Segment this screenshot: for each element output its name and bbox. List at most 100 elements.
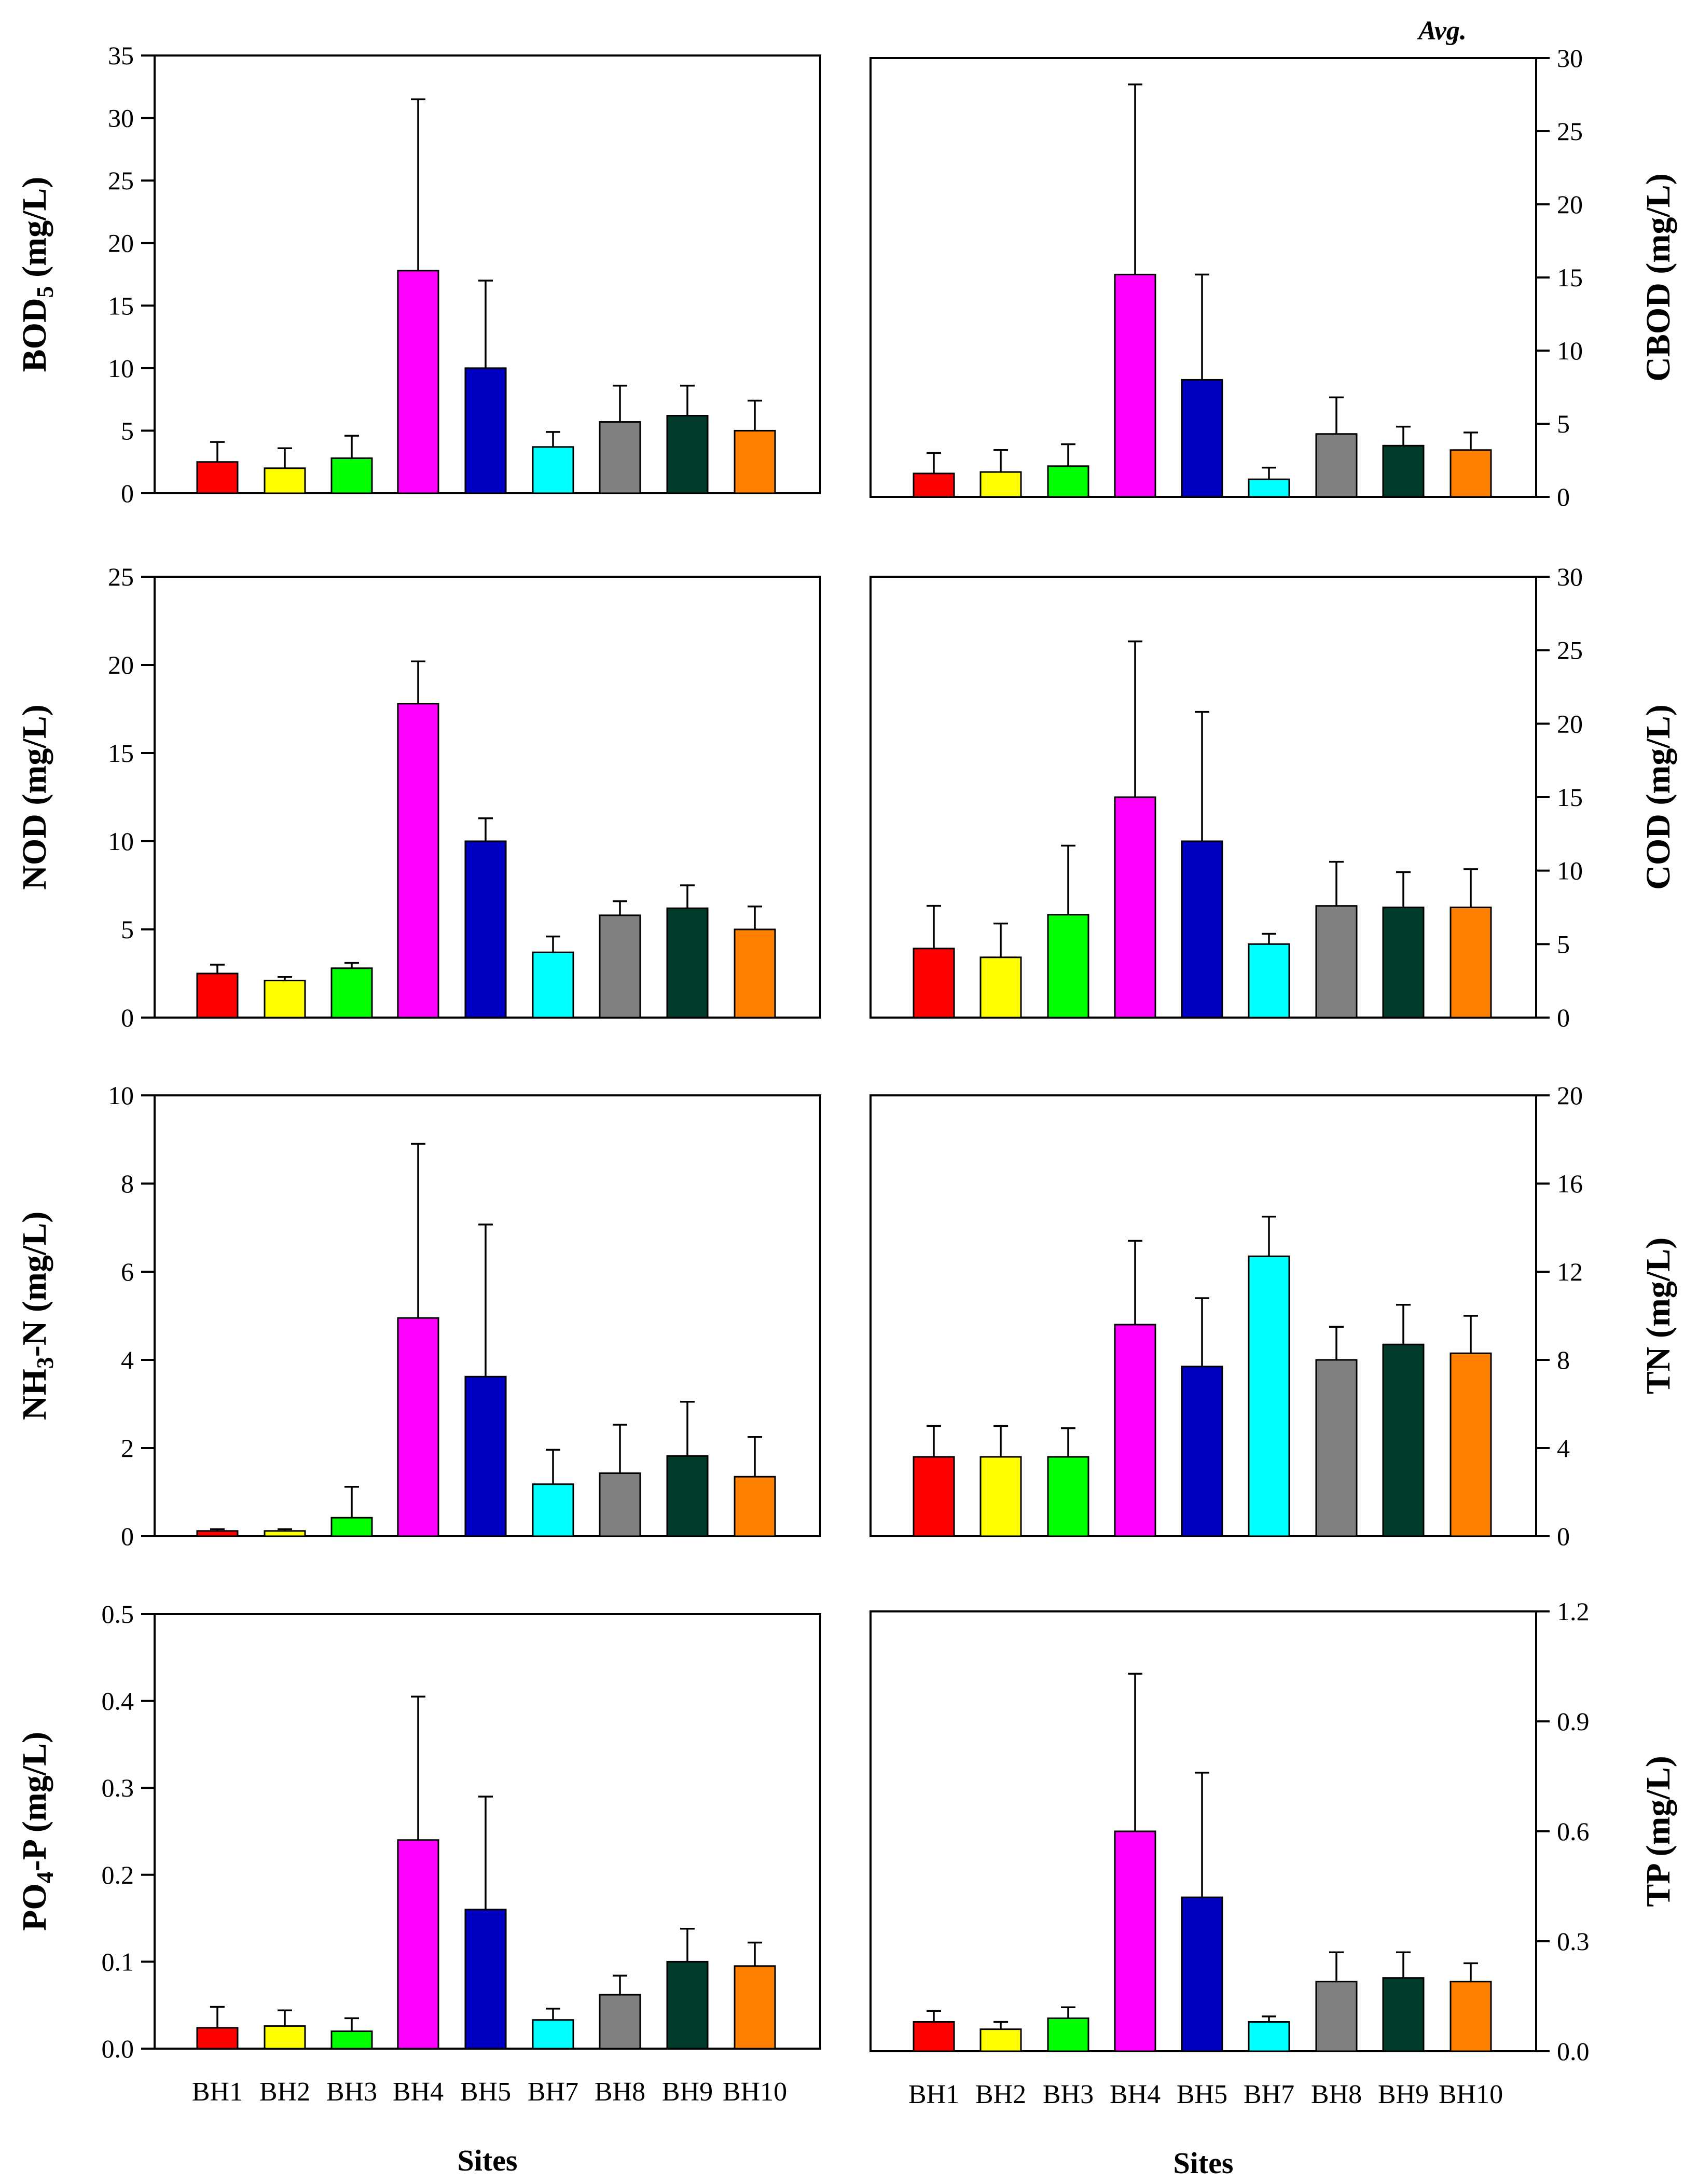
- bar-bh4: [397, 703, 439, 1019]
- bar-bh7: [532, 446, 574, 494]
- y-tick-label: 15: [108, 291, 134, 320]
- bar-bh4: [1114, 273, 1156, 498]
- y-tick-label: 20: [108, 650, 134, 679]
- bar-bh1: [913, 1456, 955, 1537]
- bar-bh4: [397, 1839, 439, 2050]
- bar-bh10: [734, 1476, 776, 1537]
- y-tick-label: 0: [1557, 482, 1570, 511]
- y-tick-label: 25: [1557, 117, 1583, 146]
- bar-bh1: [196, 972, 239, 1019]
- y-tick-label: 8: [121, 1169, 134, 1198]
- y-tick-label: 1.2: [1557, 1597, 1590, 1626]
- bar-bh8: [599, 914, 641, 1019]
- y-tick-label: 0.0: [1557, 2037, 1590, 2066]
- y-axis-label: COD (mg/L): [1639, 704, 1677, 889]
- bar-bh5: [1181, 1366, 1223, 1537]
- bar-bh5: [1181, 840, 1223, 1019]
- bar-bh4: [1114, 1830, 1156, 2052]
- bar-bh3: [1047, 2017, 1089, 2052]
- y-tick-label: 20: [1557, 190, 1583, 219]
- y-tick-label: 16: [1557, 1169, 1583, 1198]
- bar-bh2: [979, 2028, 1022, 2052]
- x-tick-label: BH9: [1378, 2080, 1429, 2109]
- bar-bh3: [330, 2030, 373, 2050]
- chart-panel-po4p: 0.0 0.1 0.2 0.3 0.4 0.5 PO4-P (mg/L) BH1 BH2 BH3 B…: [16, 1599, 821, 2177]
- bar-bh1: [913, 2021, 955, 2052]
- y-axis-label: TP (mg/L): [1639, 1756, 1677, 1907]
- bar-bh8: [599, 421, 641, 494]
- chart-panel-nh3n: 0 2 4 6 8 10 NH3-N (mg/L): [16, 1081, 821, 1551]
- y-tick-label: 20: [108, 229, 134, 258]
- y-tick-label: 0.6: [1557, 1817, 1590, 1846]
- y-tick-label: 25: [1557, 636, 1583, 665]
- bar-bh10: [1449, 907, 1492, 1019]
- chart-panel-nod: 0 5 10 15 20 25 NOD (mg/L): [16, 562, 821, 1032]
- bar-bh10: [1449, 449, 1492, 498]
- bar-bh3: [330, 1517, 373, 1537]
- x-tick-label: BH3: [326, 2077, 377, 2107]
- bar-bh3: [330, 457, 373, 494]
- y-tick-label: 0.3: [102, 1773, 134, 1802]
- y-axis-label: TN (mg/L): [1639, 1237, 1677, 1394]
- bar-bh8: [1315, 1359, 1358, 1537]
- y-tick-label: 0.5: [102, 1599, 134, 1629]
- bar-bh2: [264, 2025, 306, 2050]
- y-axis-label: CBOD (mg/L): [1639, 173, 1677, 381]
- bar-bh7: [532, 1483, 574, 1537]
- y-tick-label: 15: [1557, 783, 1583, 812]
- x-tick-label: BH3: [1043, 2080, 1094, 2109]
- x-tick-label: BH10: [1439, 2080, 1503, 2109]
- x-axis-label: Sites: [458, 2144, 518, 2177]
- bar-bh9: [1382, 907, 1425, 1019]
- x-tick-label: BH9: [662, 2077, 713, 2107]
- bar-bh1: [196, 461, 239, 494]
- chart-panel-tn: 0 4 8 12 16 20 TN (mg/L): [869, 1081, 1677, 1551]
- bar-bh1: [196, 2027, 239, 2050]
- bar-bh10: [1449, 1981, 1492, 2052]
- y-tick-label: 10: [108, 354, 134, 383]
- x-tick-label: BH5: [1177, 2080, 1227, 2109]
- bar-bh7: [532, 2019, 574, 2050]
- bar-bh9: [666, 414, 709, 494]
- y-tick-label: 0: [121, 479, 134, 508]
- bar-bh9: [1382, 1977, 1425, 2052]
- bar-bh8: [1315, 433, 1358, 498]
- chart-panel-cod: 0 5 10 15 20 25 30 COD (mg/L): [869, 562, 1677, 1032]
- x-tick-label: BH8: [595, 2077, 645, 2107]
- bar-bh5: [1181, 379, 1223, 498]
- y-tick-label: 35: [108, 41, 134, 70]
- y-tick-label: 0.1: [102, 1947, 134, 1976]
- bar-bh9: [666, 1960, 709, 2050]
- x-tick-label: BH7: [528, 2077, 578, 2107]
- y-tick-label: 5: [1557, 929, 1570, 958]
- bar-bh1: [913, 948, 955, 1019]
- y-tick-label: 20: [1557, 1081, 1583, 1110]
- y-tick-label: 8: [1557, 1345, 1570, 1374]
- y-tick-label: 0.0: [102, 2034, 134, 2063]
- bar-bh10: [734, 1965, 776, 2050]
- x-axis-label: Sites: [1174, 2146, 1234, 2180]
- y-tick-label: 15: [108, 739, 134, 768]
- bar-bh9: [1382, 1343, 1425, 1537]
- y-tick-label: 15: [1557, 263, 1583, 292]
- x-tick-label: BH1: [192, 2077, 243, 2107]
- bar-bh9: [666, 1455, 709, 1537]
- y-tick-label: 5: [121, 915, 134, 944]
- y-tick-label: 25: [108, 166, 134, 195]
- bar-bh4: [397, 270, 439, 494]
- x-tick-label: BH4: [393, 2077, 444, 2107]
- bar-bh7: [1248, 2021, 1290, 2052]
- y-axis-label: NOD (mg/L): [16, 704, 53, 889]
- bar-bh3: [1047, 1456, 1089, 1537]
- bar-bh1: [913, 472, 955, 498]
- bar-bh5: [464, 367, 507, 494]
- x-tick-label: BH7: [1244, 2080, 1294, 2109]
- y-tick-label: 0.4: [102, 1687, 134, 1716]
- bar-bh2: [264, 1530, 306, 1537]
- bar-bh9: [666, 907, 709, 1019]
- bar-bh3: [330, 967, 373, 1019]
- bar-bh10: [734, 429, 776, 494]
- y-tick-label: 0: [121, 1003, 134, 1032]
- y-tick-label: 25: [108, 562, 134, 591]
- bar-bh5: [464, 840, 507, 1019]
